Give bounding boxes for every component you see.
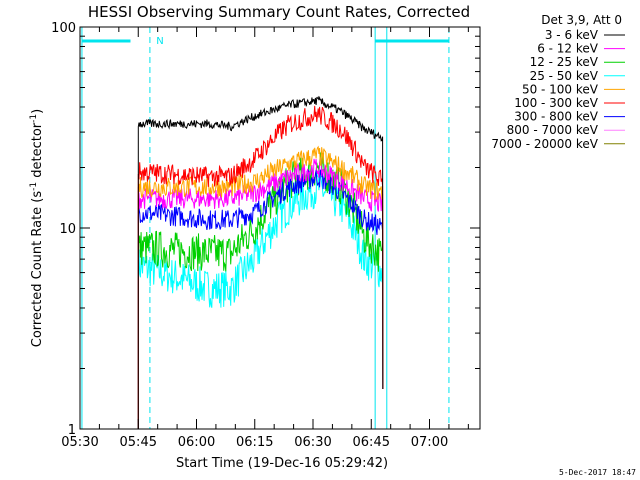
y-axis-label-sup2: -1: [29, 114, 39, 123]
y-tick-label: 10: [59, 222, 76, 237]
x-tick-label: 05:45: [120, 435, 157, 450]
legend-label: 6 - 12 keV: [537, 42, 599, 56]
tick-layer: 05:30 05:45 06:00 06:15 06:30 06:45 07:00 1 10 10…: [51, 21, 480, 450]
chart-title: HESSI Observing Summary Count Rates, Cor…: [88, 3, 470, 21]
legend-label: 300 - 800 keV: [514, 110, 598, 124]
x-tick-label: 06:00: [178, 435, 215, 450]
x-tick-label: 06:45: [353, 435, 390, 450]
legend-label: 50 - 100 keV: [522, 82, 599, 96]
y-axis-label-end: ): [30, 109, 45, 114]
y-axis-label-sup1: -1: [29, 182, 39, 191]
y-axis-label-main: Corrected Count Rate (s: [30, 191, 45, 348]
legend-label: 12 - 25 keV: [530, 55, 599, 69]
x-tick-label: 06:15: [236, 435, 273, 450]
series-line: [137, 157, 384, 429]
x-tick-label: 05:30: [61, 435, 98, 450]
legend-label: 3 - 6 keV: [545, 28, 599, 42]
x-axis-label: Start Time (19-Dec-16 05:29:42): [176, 456, 388, 471]
x-tick-label: 07:00: [411, 435, 448, 450]
y-tick-label: 1: [68, 423, 76, 438]
legend-label: 7000 - 20000 keV: [491, 137, 598, 151]
x-tick-label: 06:30: [294, 435, 331, 450]
legend-label: 100 - 300 keV: [514, 96, 598, 110]
legend-title: Det 3,9, Att 0: [541, 13, 622, 27]
legend-label: 25 - 50 keV: [530, 69, 599, 83]
footer-timestamp: 5-Dec-2017 18:47: [559, 468, 636, 477]
plot-frame: [79, 26, 481, 430]
series-line: [137, 105, 384, 429]
series-line: [137, 95, 384, 429]
y-axis-label-mid: detector: [30, 122, 45, 182]
legend-label: 800 - 7000 keV: [507, 123, 599, 137]
series-line: [137, 145, 384, 429]
series-line: [137, 170, 384, 429]
y-axis-label: Corrected Count Rate (s-1 detector-1): [29, 109, 45, 347]
series-line: [137, 151, 384, 429]
marker-label: N: [156, 36, 163, 47]
y-tick-label: 100: [51, 21, 76, 36]
data-layer: [81, 27, 450, 429]
